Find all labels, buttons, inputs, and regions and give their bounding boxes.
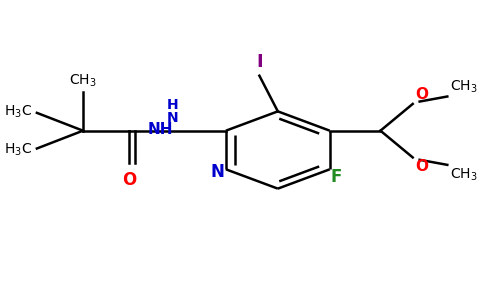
Text: O: O (122, 171, 136, 189)
Text: CH$_3$: CH$_3$ (450, 79, 477, 95)
Text: CH$_3$: CH$_3$ (69, 73, 97, 89)
Text: CH$_3$: CH$_3$ (450, 166, 477, 183)
Text: H
N: H N (167, 98, 179, 125)
Text: H$_3$C: H$_3$C (4, 142, 32, 158)
Text: H$_3$C: H$_3$C (4, 103, 32, 120)
Text: I: I (256, 53, 263, 71)
Text: O: O (415, 87, 428, 102)
Text: NH: NH (148, 122, 173, 137)
Text: N: N (211, 163, 225, 181)
Text: F: F (331, 168, 342, 186)
Text: O: O (415, 159, 428, 174)
